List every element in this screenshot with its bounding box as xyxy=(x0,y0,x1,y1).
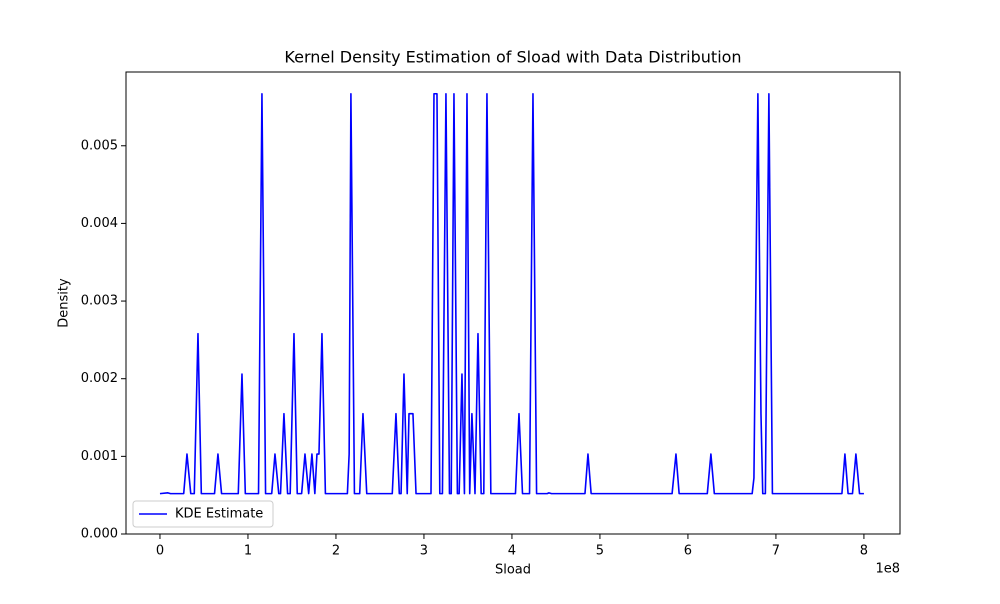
x-offset-label: 1e8 xyxy=(875,562,900,577)
x-tick-label: 0 xyxy=(156,544,164,559)
x-tick-label: 1 xyxy=(244,544,252,559)
y-tick-label: 0.004 xyxy=(81,216,118,231)
legend-box xyxy=(132,500,274,528)
x-tick-label: 5 xyxy=(596,544,604,559)
kde-line xyxy=(159,92,864,495)
y-tick-label: 0.005 xyxy=(81,138,118,153)
legend: KDE Estimate xyxy=(132,500,274,528)
x-tick-label: 6 xyxy=(684,544,692,559)
x-tick-label: 7 xyxy=(772,544,780,559)
x-tick-label: 4 xyxy=(508,544,516,559)
y-tick-label: 0.001 xyxy=(81,449,118,464)
y-tick-label: 0.000 xyxy=(81,527,118,542)
x-axis-label: Sload xyxy=(495,563,531,578)
y-axis-label: Density xyxy=(57,278,72,328)
x-tick-label: 8 xyxy=(860,544,868,559)
x-tick-label: 2 xyxy=(332,544,340,559)
chart-title: Kernel Density Estimation of Sload with … xyxy=(284,48,741,67)
plot-frame xyxy=(125,71,901,535)
legend-label: KDE Estimate xyxy=(175,507,263,522)
y-tick-label: 0.002 xyxy=(81,371,118,386)
y-tick-label: 0.003 xyxy=(81,294,118,309)
x-tick-label: 3 xyxy=(420,544,428,559)
